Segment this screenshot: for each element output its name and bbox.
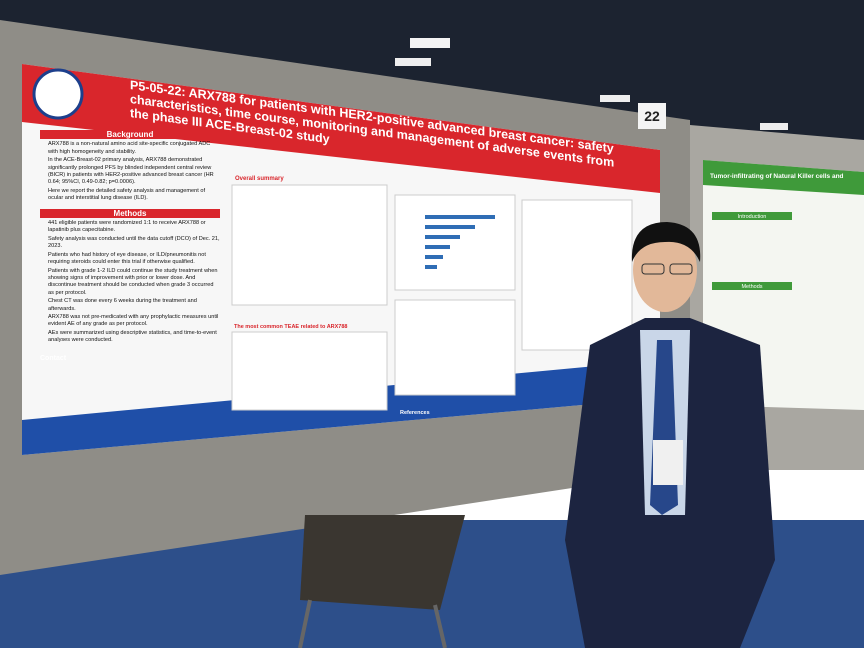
poster-header — [22, 64, 660, 193]
glasses — [641, 263, 665, 275]
bar-figure — [394, 194, 516, 291]
neighbor-title: Tumor-infiltrating of Natural Killer cel… — [710, 173, 844, 180]
light — [410, 38, 450, 48]
methods-list: 441 eligible patients were randomized 1:… — [48, 220, 220, 345]
section-heading: Methods — [40, 208, 220, 219]
board-sign — [638, 103, 666, 129]
section-heading: The most common TEAE related to ARX788 — [234, 324, 348, 330]
bullet: Here we report the detailed safety analy… — [48, 188, 220, 203]
person-face — [633, 228, 697, 312]
chair — [300, 515, 465, 610]
right-column — [521, 199, 633, 351]
neighbor-heading: Introduction — [738, 214, 767, 220]
figure-bars — [425, 215, 495, 269]
left-column: Background ARX788 is a non-natural amino… — [40, 130, 220, 440]
bullet: Safety analysis was conducted until the … — [48, 236, 220, 251]
person-hair — [631, 222, 701, 262]
bullet: ARX788 was not pre-medicated with any pr… — [48, 314, 220, 329]
light — [760, 123, 788, 130]
badge — [653, 440, 683, 485]
bullet: Patients with grade 1-2 ILD could contin… — [48, 268, 220, 298]
table — [231, 331, 388, 411]
bullet: Patients who had history of eye disease,… — [48, 252, 220, 267]
light — [600, 95, 630, 102]
section-heading: Background — [40, 130, 220, 140]
neighbor-heading-bg — [712, 212, 792, 220]
bullet: ARX788 is a non-natural amino acid site-… — [48, 141, 220, 156]
contact-heading: Contact — [40, 354, 67, 362]
board-number: 22 — [644, 108, 660, 124]
bullet: Chest CT was done every 6 weeks during t… — [48, 298, 220, 313]
neighbor-heading: Methods — [741, 284, 762, 290]
references-heading: References — [400, 410, 430, 416]
neighbor-header — [703, 160, 864, 195]
bullet: 441 eligible patients were randomized 1:… — [48, 220, 220, 235]
bullet: In the ACE-Breast-02 primary analysis, A… — [48, 157, 220, 187]
background-list: ARX788 is a non-natural amino acid site-… — [48, 141, 220, 202]
table — [394, 299, 516, 396]
table — [231, 184, 388, 306]
light — [395, 58, 431, 66]
logo — [32, 68, 84, 120]
section-heading: Overall summary — [235, 176, 284, 182]
neighbor-heading-bg — [712, 282, 792, 290]
bullet: AEs were summarized using descriptive st… — [48, 330, 220, 345]
